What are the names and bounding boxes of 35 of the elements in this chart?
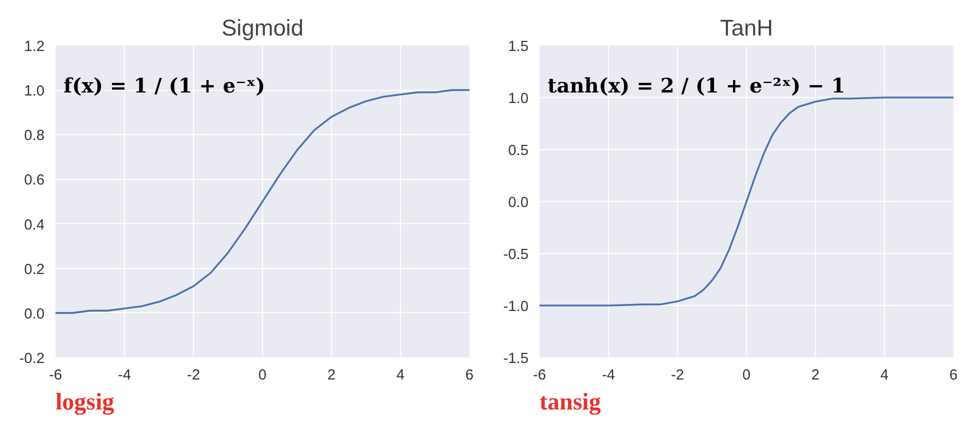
x-tick-label: -2 (670, 368, 684, 384)
y-tick-label: 1.0 (24, 84, 44, 100)
y-tick-label: 0.4 (24, 217, 44, 234)
y-tick-label: 1.2 (24, 39, 44, 55)
x-tick-label: 6 (949, 368, 958, 384)
x-tick-label: 0 (742, 368, 751, 384)
y-tick-label: -1.5 (503, 351, 529, 367)
x-tick-label: 0 (258, 368, 267, 384)
chart-title: TanH (720, 14, 773, 40)
x-tick-label: 6 (465, 368, 474, 384)
annotation: tanh(x) = 2 / (1 + e⁻²ˣ) − 1 (548, 74, 846, 98)
y-tick-label: 0.0 (24, 306, 44, 322)
y-tick-label: 0.5 (508, 143, 528, 159)
text: logsig (56, 390, 114, 416)
y-tick-label: -0.5 (503, 247, 529, 263)
x-tick-label: 2 (327, 368, 336, 384)
y-tick-label: 1.5 (508, 39, 528, 55)
text: tansig (540, 390, 601, 416)
y-tick-label: 1.0 (508, 91, 528, 107)
y-tick-label: -0.2 (19, 351, 45, 367)
annotation: f(x) = 1 / (1 + e⁻ˣ) (64, 74, 266, 98)
y-tick-label: 0.0 (508, 195, 528, 211)
chart-title: Sigmoid (222, 14, 304, 40)
x-tick-label: 4 (396, 368, 405, 384)
y-tick-label: -1.0 (503, 299, 529, 315)
x-tick-label: 2 (811, 368, 820, 384)
y-tick-label: 0.2 (24, 262, 44, 278)
x-tick-label: -4 (602, 368, 616, 384)
x-tick-label: 4 (880, 368, 889, 384)
x-tick-label: -6 (532, 368, 546, 384)
y-tick-label: 0.8 (24, 128, 44, 144)
x-tick-label: -6 (48, 368, 62, 384)
y-tick-label: 0.6 (24, 172, 44, 189)
x-tick-label: -4 (118, 368, 132, 384)
x-tick-label: -2 (186, 368, 200, 384)
